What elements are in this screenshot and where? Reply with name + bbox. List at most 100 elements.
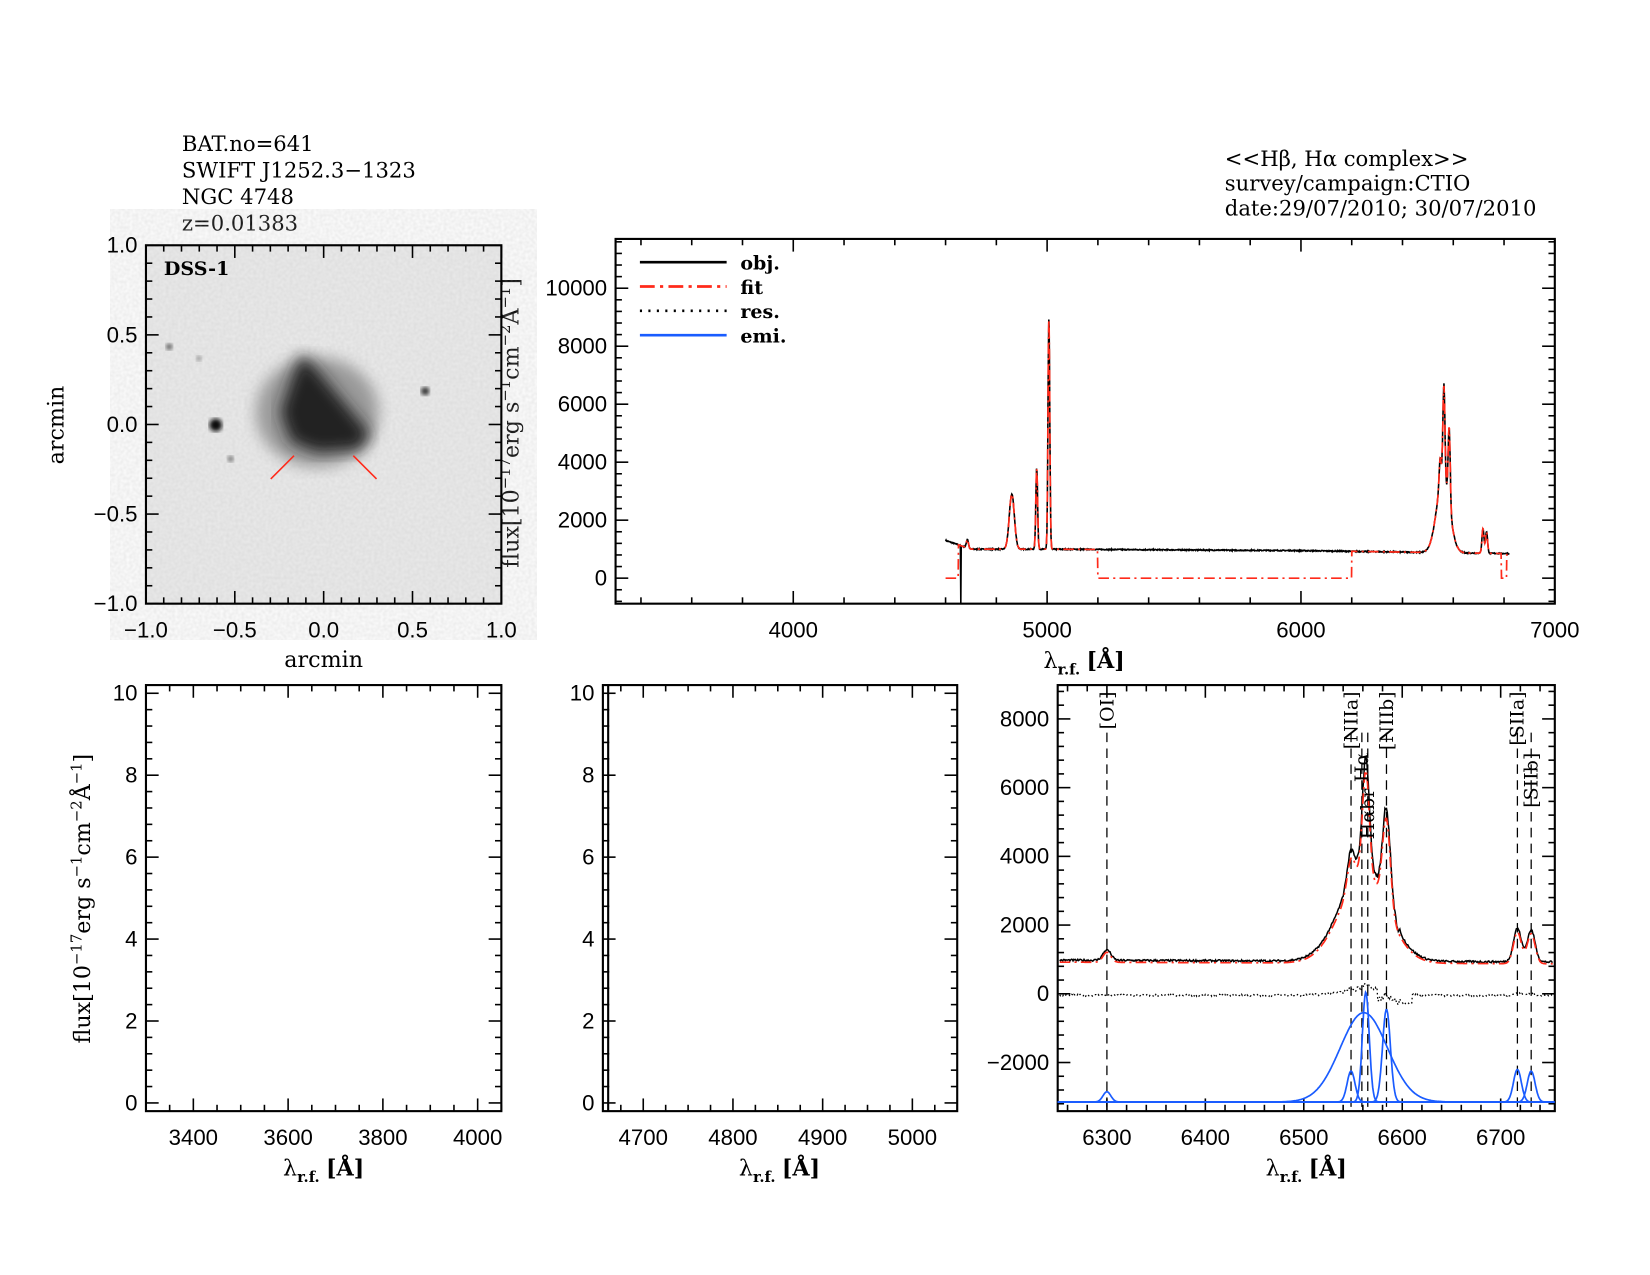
y-tick-label: 0 — [125, 1090, 137, 1115]
complex-title: <<Hβ, Hα complex>> — [1225, 146, 1469, 171]
survey-campaign: survey/campaign:CTIO — [1225, 170, 1471, 195]
bat-number: BAT.no=641 — [182, 131, 314, 156]
blue-frame — [144, 684, 503, 1113]
target-marker-left — [270, 455, 295, 480]
y-tick-label: 10 — [570, 681, 595, 706]
top-xlabel: λr.f. [Å] — [1044, 647, 1125, 678]
legend-fit-label: fit — [740, 277, 763, 299]
emission-component — [1057, 1008, 1555, 1103]
swift-name: SWIFT J1252.3−1323 — [182, 158, 416, 183]
y-tick-label: 8000 — [558, 334, 607, 359]
star — [420, 386, 430, 396]
x-tick-label: 4700 — [619, 1125, 668, 1150]
y-tick-label: −2000 — [987, 1050, 1049, 1075]
y-tick-label: 6 — [582, 845, 594, 870]
y-tick-label: 4 — [125, 926, 137, 951]
obj-spectrum — [1059, 755, 1553, 964]
emission-component — [1057, 989, 1555, 1103]
y-tick-label: 0 — [1037, 981, 1049, 1006]
y-tick-label: 6000 — [558, 392, 607, 417]
x-tick-label: 6500 — [1279, 1125, 1328, 1150]
header-right: <<Hβ, Hα complex>> survey/campaign:CTIO … — [1225, 146, 1537, 221]
x-tick-label: 4000 — [769, 618, 818, 643]
halpha-curves — [1057, 732, 1555, 1112]
x-tick-label: 5000 — [888, 1125, 937, 1150]
star — [166, 343, 173, 350]
y-tick-label: 10 — [113, 681, 138, 706]
line-marker-label: [SIIa] — [1507, 691, 1529, 745]
full-axes: 4000 5000 6000 7000 0 2000 4000 6000 8000 10000 — [545, 237, 1579, 643]
x-tick-label: 6300 — [1082, 1125, 1131, 1150]
y-tick-label: 0.0 — [107, 412, 138, 437]
y-tick-label: 2 — [125, 1008, 137, 1033]
legend-emi-label: emi. — [740, 326, 786, 348]
full-spectrum-curves — [944, 319, 1510, 604]
x-tick-label: 6000 — [1276, 618, 1325, 643]
line-marker-label: [OI] — [1096, 691, 1118, 729]
x-tick-label: 3600 — [263, 1125, 312, 1150]
hbeta-frame — [601, 684, 959, 1113]
blue-axes: 3400 3600 3800 4000 0 2 4 6 8 10 — [113, 681, 503, 1150]
line-marker-label: Hα — [1351, 753, 1373, 783]
hbeta-xlabel: λr.f. [Å] — [739, 1155, 820, 1186]
x-tick-label: 4900 — [798, 1125, 847, 1150]
header-left: BAT.no=641 SWIFT J1252.3−1323 NGC 4748 z… — [182, 131, 416, 235]
x-tick-label: 3800 — [358, 1125, 407, 1150]
x-tick-label: 1.0 — [486, 618, 517, 643]
x-tick-label: 5000 — [1022, 618, 1071, 643]
ngc-name: NGC 4748 — [182, 184, 294, 209]
emission-component — [1057, 1070, 1555, 1103]
y-tick-label: 0 — [582, 1090, 594, 1115]
x-tick-label: 4000 — [453, 1125, 502, 1150]
y-tick-label: −1.0 — [94, 591, 138, 616]
obj-spectrum — [944, 319, 1510, 604]
x-tick-label: 0.0 — [308, 618, 339, 643]
y-tick-label: 1.0 — [107, 233, 138, 258]
y-tick-label: 4000 — [558, 450, 607, 475]
bottom-ylabel: flux[10−17erg s−1cm−2Å−1] — [68, 754, 96, 1044]
line-marker-label: [NIIb] — [1376, 691, 1398, 750]
x-tick-label: 3400 — [169, 1125, 218, 1150]
y-tick-label: 2 — [582, 1008, 594, 1033]
y-tick-label: 8000 — [1000, 706, 1049, 731]
full-frame — [614, 237, 1556, 605]
dss-image-panel: DSS-1 arcmin arcmin — [43, 245, 502, 673]
halpha-axes: 6300 6400 6500 6600 6700 −2000 0 2000 4000 6000 80… — [987, 684, 1556, 1150]
line-marker-label: Hαbr — [1357, 788, 1379, 840]
residual-spectrum — [1059, 981, 1553, 1007]
observation-date: date:29/07/2010; 30/07/2010 — [1225, 196, 1537, 221]
y-tick-label: 8 — [125, 763, 137, 788]
hbeta-axes: 4700 4800 4900 5000 0 2 4 6 8 10 — [570, 681, 959, 1150]
x-tick-label: −0.5 — [213, 618, 257, 643]
image-xlabel: arcmin — [284, 647, 363, 673]
y-tick-label: −0.5 — [94, 501, 138, 526]
x-tick-label: 6700 — [1476, 1125, 1525, 1150]
image-axes: −1.0 −0.5 0.0 0.5 1.0 −1.0 −0.5 0.0 0.5 1.0 — [94, 233, 517, 643]
line-marker-label: [NIIa] — [1340, 691, 1362, 749]
redshift: z=0.01383 — [182, 210, 298, 235]
x-tick-label: 6600 — [1378, 1125, 1427, 1150]
y-tick-label: 2000 — [1000, 912, 1049, 937]
galaxy-core — [280, 354, 371, 453]
y-tick-label: 2000 — [558, 508, 607, 533]
target-marker-right — [352, 455, 378, 480]
y-tick-label: 6 — [125, 845, 137, 870]
x-tick-label: 6400 — [1181, 1125, 1230, 1150]
fit-spectrum — [945, 319, 1510, 580]
blue-xlabel: λr.f. [Å] — [283, 1155, 364, 1186]
halpha-frame — [1056, 684, 1556, 1113]
y-tick-label: 0 — [595, 566, 607, 591]
y-tick-label: 4000 — [1000, 844, 1049, 869]
star — [227, 455, 234, 463]
y-tick-label: 10000 — [545, 276, 607, 301]
halpha-xlabel: λr.f. [Å] — [1266, 1155, 1347, 1186]
y-tick-label: 8 — [582, 763, 594, 788]
legend-obj-label: obj. — [740, 253, 779, 275]
star — [209, 418, 223, 432]
star — [196, 355, 202, 362]
y-tick-label: 6000 — [1000, 775, 1049, 800]
legend: obj. fit res. emi. — [639, 253, 786, 348]
legend-res-label: res. — [740, 301, 779, 323]
x-tick-label: −1.0 — [124, 618, 168, 643]
